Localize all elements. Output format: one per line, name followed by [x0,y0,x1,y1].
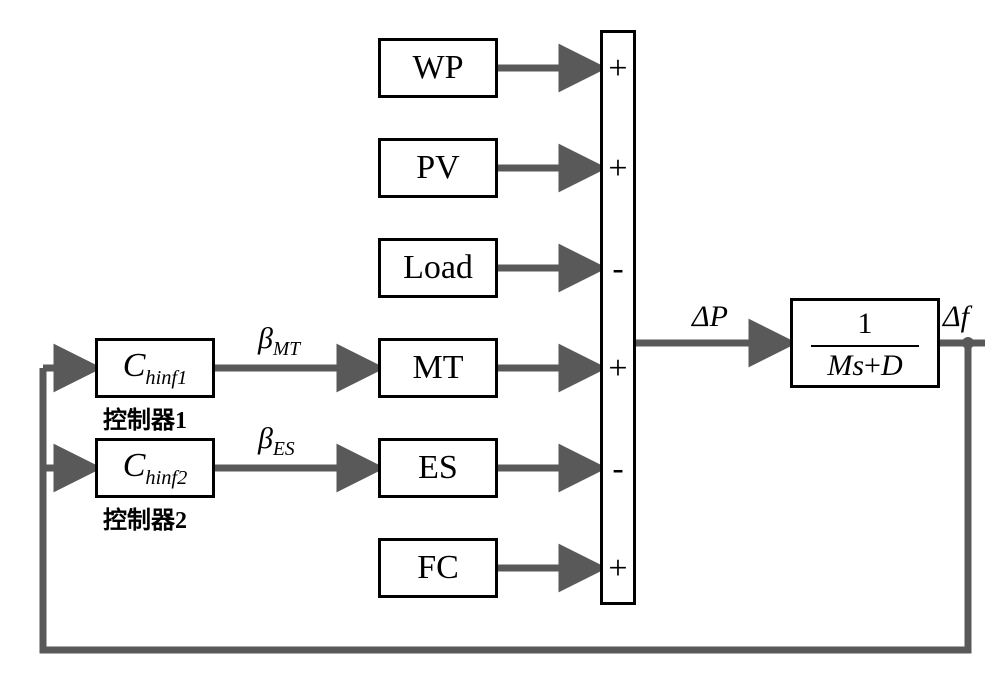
controller-1-caption: 控制器1 [103,400,187,435]
sum-sign: + [603,150,633,188]
label: WP [413,49,464,87]
block-transfer-function: 1 Ms+D [790,298,940,388]
summing-junction [600,30,636,605]
sum-sign: + [603,550,633,588]
label-delta-p: ΔP [692,300,728,334]
tf-denominator: Ms+D [793,349,937,383]
sum-sign: - [603,450,633,488]
block-diagram: WP PV Load MT ES FC Chinf1 控制器1 Chinf2 控… [0,0,1000,683]
sum-sign: + [603,50,633,88]
block-wp: WP [378,38,498,98]
label-beta-mt: βMT [258,322,300,361]
tf-fraction-bar [811,345,919,347]
block-es: ES [378,438,498,498]
block-controller-2: Chinf2 [95,438,215,498]
sum-sign: + [603,350,633,388]
label: MT [413,349,464,387]
block-pv: PV [378,138,498,198]
feedback-tap-dot [962,337,974,349]
label: PV [416,149,459,187]
block-load: Load [378,238,498,298]
label-delta-f: Δf [943,300,969,334]
controller-1-symbol: Chinf1 [123,347,188,390]
block-mt: MT [378,338,498,398]
block-controller-1: Chinf1 [95,338,215,398]
label: ES [418,449,458,487]
sum-sign: - [603,250,633,288]
block-fc: FC [378,538,498,598]
label: Load [403,249,473,287]
label: FC [417,549,459,587]
label-beta-es: βES [258,422,295,461]
controller-2-caption: 控制器2 [103,500,187,535]
tf-numerator: 1 [793,307,937,341]
controller-2-symbol: Chinf2 [123,447,188,490]
